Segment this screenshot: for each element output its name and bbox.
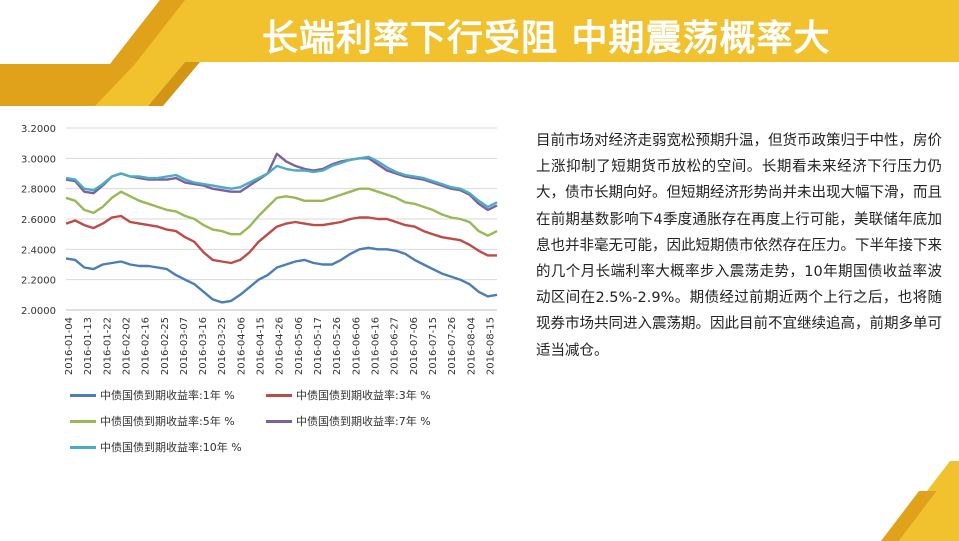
chart-gridlines xyxy=(66,127,497,311)
x-tick-label: 2016-06-27 xyxy=(390,317,401,375)
y-tick-label: 3.2000 xyxy=(21,124,56,135)
chart-legend: 中债国债到期收益率:1年 % 中债国债到期收益率:3年 % 中债国债到期收益率:5年… xyxy=(70,386,510,466)
corner-yellow-block xyxy=(899,491,959,541)
banner-orange-stripe xyxy=(0,0,185,106)
corner-orange-stripe xyxy=(881,491,937,541)
page-title: 长端利率下行受阻 中期震荡概率大 xyxy=(262,18,831,59)
legend-swatch xyxy=(266,393,292,397)
corner-yellow-top xyxy=(927,461,959,491)
chart-series-lines xyxy=(65,152,498,304)
x-tick-label: 2016-04-26 xyxy=(275,317,286,375)
legend-item: 中债国债到期收益率:10年 % xyxy=(70,438,242,456)
legend-item: 中债国债到期收益率:7年 % xyxy=(266,412,431,430)
x-tick-label: 2016-07-06 xyxy=(409,317,420,375)
legend-swatch xyxy=(70,393,96,397)
legend-label: 中债国债到期收益率:5年 % xyxy=(100,415,235,428)
legend-swatch xyxy=(70,445,96,449)
banner-yellow-band xyxy=(0,0,959,106)
y-tick-label: 2.8000 xyxy=(21,185,56,196)
x-tick-label: 2016-07-26 xyxy=(447,317,458,375)
x-tick-label: 2016-08-04 xyxy=(466,317,477,375)
legend-label: 中债国债到期收益率:1年 % xyxy=(100,389,235,402)
x-tick-label: 2016-03-16 xyxy=(198,317,209,375)
x-tick-label: 2016-01-22 xyxy=(102,317,113,375)
series-line-2 xyxy=(65,187,498,237)
series-line-3 xyxy=(65,152,498,212)
x-tick-label: 2016-05-26 xyxy=(332,317,343,375)
x-tick-label: 2016-05-17 xyxy=(313,317,324,375)
y-tick-label: 2.0000 xyxy=(21,306,56,317)
corner-decoration xyxy=(881,461,959,541)
x-tick-label: 2016-01-04 xyxy=(64,317,75,375)
legend-label: 中债国债到期收益率:10年 % xyxy=(100,441,242,454)
x-tick-label: 2016-07-15 xyxy=(428,317,439,375)
legend-label: 中债国债到期收益率:3年 % xyxy=(296,389,431,402)
x-tick-label: 2016-06-16 xyxy=(370,317,381,375)
yield-line-chart: 2.0000 2.2000 2.4000 2.6000 2.8000 3.0000 3.20… xyxy=(21,124,498,375)
series-line-0 xyxy=(65,246,498,304)
x-tick-label: 2016-05-06 xyxy=(294,317,305,375)
analysis-text: 目前市场对经济走弱宽松预期升温，但货币政策归于中性，房价上涨抑制了短期货币放松的… xyxy=(536,133,942,359)
legend-item: 中债国债到期收益率:3年 % xyxy=(266,386,431,404)
legend-swatch xyxy=(70,419,96,423)
x-tick-label: 2016-02-25 xyxy=(160,317,171,375)
legend-item: 中债国债到期收益率:1年 % xyxy=(70,386,235,404)
x-tick-label: 2016-08-15 xyxy=(485,317,496,375)
x-tick-label: 2016-03-25 xyxy=(217,317,228,375)
x-tick-label: 2016-04-15 xyxy=(256,317,267,375)
legend-item: 中债国债到期收益率:5年 % xyxy=(70,412,235,430)
x-tick-label: 2016-04-06 xyxy=(236,317,247,375)
banner-shadow xyxy=(148,62,200,106)
legend-swatch xyxy=(266,419,292,423)
x-tick-label: 2016-06-06 xyxy=(351,317,362,375)
x-tick-label: 2016-02-16 xyxy=(141,317,152,375)
x-tick-label: 2016-02-02 xyxy=(121,317,132,375)
series-line-4 xyxy=(65,155,498,209)
y-tick-label: 2.6000 xyxy=(21,215,56,226)
y-tick-label: 2.4000 xyxy=(21,245,56,256)
x-tick-label: 2016-01-13 xyxy=(83,317,94,375)
series-line-1 xyxy=(65,214,497,265)
y-tick-label: 2.2000 xyxy=(21,276,56,287)
legend-label: 中债国债到期收益率:7年 % xyxy=(296,415,431,428)
y-tick-label: 3.0000 xyxy=(21,154,56,165)
x-tick-label: 2016-03-07 xyxy=(179,317,190,375)
title-banner xyxy=(0,0,959,106)
x-axis-tick-labels: 2016-01-04 2016-01-13 2016-01-22 2016-02-02… xyxy=(64,317,496,375)
y-axis-tick-labels: 2.0000 2.2000 2.4000 2.6000 2.8000 3.0000 3.20… xyxy=(21,124,56,317)
